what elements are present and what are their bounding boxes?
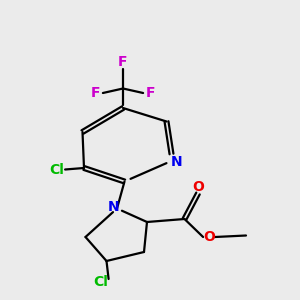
Text: N: N — [170, 155, 182, 169]
Text: Cl: Cl — [93, 275, 108, 289]
Text: Cl: Cl — [50, 163, 64, 176]
Text: O: O — [203, 230, 215, 244]
Text: N: N — [108, 200, 119, 214]
Text: F: F — [90, 86, 100, 100]
Text: F: F — [118, 56, 128, 69]
Text: O: O — [192, 180, 204, 194]
Text: F: F — [146, 86, 156, 100]
